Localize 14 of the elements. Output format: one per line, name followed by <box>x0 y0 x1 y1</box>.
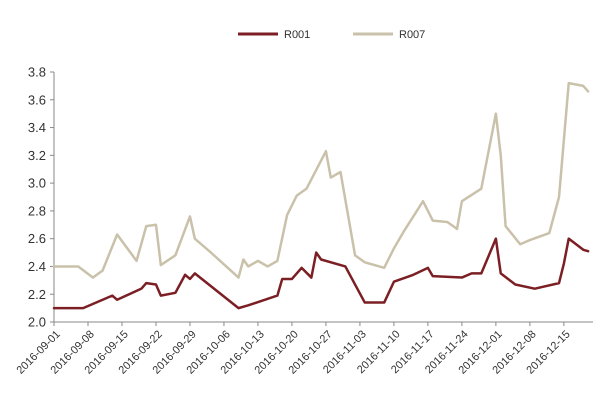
y-tick-label: 3.4 <box>28 120 46 136</box>
y-tick-label: 3.6 <box>28 92 46 108</box>
y-tick-label: 3.0 <box>28 176 46 191</box>
line-series <box>52 82 590 279</box>
y-tick-label: 2.0 <box>28 314 46 330</box>
y-tick-label: 2.8 <box>28 203 46 218</box>
y-tick-label: 2.6 <box>28 231 46 246</box>
y-tick-label: 2.4 <box>28 258 46 274</box>
y-tick-label: 3.2 <box>28 148 46 163</box>
line-series <box>52 237 590 310</box>
legend-label: R001 <box>284 28 310 41</box>
legend-label: R007 <box>399 28 426 41</box>
y-tick-label: 2.2 <box>28 286 46 302</box>
y-tick-label: 3.8 <box>28 64 46 80</box>
